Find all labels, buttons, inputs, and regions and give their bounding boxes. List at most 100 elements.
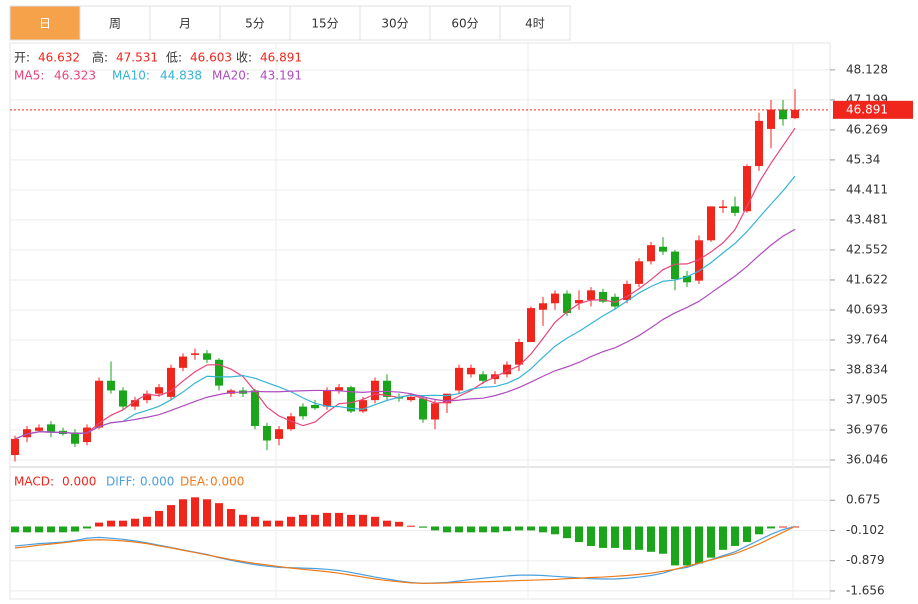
- ma-line: [14, 228, 796, 440]
- candle-body: [527, 308, 535, 343]
- tab-label[interactable]: 月: [179, 17, 191, 31]
- macd-bar: [695, 526, 703, 564]
- macd-legend-value: 0.000: [140, 475, 174, 489]
- candle-body: [179, 356, 187, 368]
- candle-body: [647, 245, 655, 262]
- candle-body: [551, 293, 559, 304]
- macd-bar: [251, 516, 259, 527]
- candle-body: [479, 374, 487, 381]
- candle-body: [383, 380, 391, 397]
- tab-label[interactable]: 4时: [525, 17, 545, 31]
- macd-bar: [407, 525, 415, 527]
- candle-body: [191, 353, 199, 355]
- candle-body: [575, 300, 583, 304]
- macd-bar: [467, 526, 475, 533]
- candle-body: [47, 424, 55, 433]
- macd-bar: [275, 520, 283, 527]
- candle-body: [335, 387, 343, 391]
- macd-bar: [311, 514, 319, 527]
- candle-body: [671, 251, 679, 280]
- macd-bar: [647, 526, 655, 552]
- candle-body: [347, 387, 355, 412]
- macd-bar: [779, 526, 787, 528]
- macd-legend-name: DEA:: [180, 475, 209, 489]
- candle-body: [359, 400, 367, 412]
- ohlc-value: 46.891: [260, 51, 302, 65]
- macd-bar: [167, 505, 175, 527]
- y-tick-label: 36.046: [846, 452, 888, 466]
- candle-body: [719, 206, 727, 209]
- macd-bar: [287, 516, 295, 527]
- tab-label[interactable]: 日: [39, 17, 51, 31]
- macd-bar: [491, 526, 499, 533]
- tab-label[interactable]: 15分: [311, 17, 338, 31]
- macd-bar: [479, 526, 487, 533]
- macd-bar: [527, 526, 535, 531]
- macd-bar: [575, 526, 583, 543]
- candle-body: [755, 120, 763, 167]
- candle-body: [287, 416, 295, 430]
- macd-bar: [335, 512, 343, 527]
- candle-body: [83, 427, 91, 443]
- candle-body: [119, 390, 127, 407]
- y-tick-label: 38.834: [846, 362, 888, 376]
- macd-bar: [203, 499, 211, 527]
- y-tick-label: 39.764: [846, 332, 888, 346]
- macd-value: 0.000: [62, 475, 96, 489]
- macd-bar: [731, 526, 739, 546]
- candle-body: [95, 380, 103, 428]
- macd-bar: [683, 526, 691, 566]
- ma-legend-value: 46.323: [54, 69, 96, 83]
- candle-body: [371, 380, 379, 401]
- macd-bar: [503, 526, 511, 532]
- candle-body: [143, 393, 151, 401]
- macd-bar: [515, 526, 523, 531]
- candle-body: [467, 367, 475, 375]
- tab-label[interactable]: 5分: [245, 17, 265, 31]
- tab[interactable]: [499, 5, 571, 41]
- macd-bar: [707, 526, 715, 558]
- candle-body: [659, 246, 667, 252]
- candle-body: [419, 398, 427, 420]
- tab[interactable]: [219, 5, 291, 41]
- y-tick-label: 42.552: [846, 242, 888, 256]
- tab-label[interactable]: 周: [109, 17, 121, 31]
- tab-label[interactable]: 60分: [451, 17, 478, 31]
- macd-bar: [719, 526, 727, 550]
- macd-bar: [443, 526, 451, 533]
- macd-bar: [299, 514, 307, 527]
- macd-bar: [71, 526, 79, 532]
- candle-body: [323, 390, 331, 407]
- candle-body: [503, 364, 511, 375]
- macd-bar: [359, 514, 367, 527]
- ohlc-label: 开:: [14, 51, 30, 65]
- candle-body: [23, 429, 31, 438]
- candle-body: [623, 283, 631, 301]
- tab[interactable]: [429, 5, 501, 41]
- ohlc-value: 47.531: [116, 51, 158, 65]
- candle-body: [155, 387, 163, 394]
- macd-bar: [563, 526, 571, 539]
- macd-bar: [215, 503, 223, 527]
- macd-bar: [635, 526, 643, 550]
- ma-legend-name: MA20:: [212, 69, 250, 83]
- y-tick-label: 36.976: [846, 422, 888, 436]
- macd-bar: [47, 526, 55, 533]
- candle-body: [455, 367, 463, 391]
- tab[interactable]: [9, 5, 81, 41]
- macd-bar: [23, 526, 31, 533]
- candle-body: [107, 380, 115, 391]
- ohlc-label: 低:: [166, 51, 182, 65]
- tab-label[interactable]: 30分: [381, 17, 408, 31]
- candle-body: [203, 353, 211, 360]
- ma-legend-value: 44.838: [160, 69, 202, 83]
- macd-bar: [539, 526, 547, 533]
- candle-body: [683, 275, 691, 283]
- candle-body: [767, 109, 775, 129]
- ohlc-label: 高:: [92, 50, 108, 65]
- price-tag: [833, 100, 913, 119]
- macd-bar: [179, 499, 187, 527]
- candle-body: [275, 429, 283, 439]
